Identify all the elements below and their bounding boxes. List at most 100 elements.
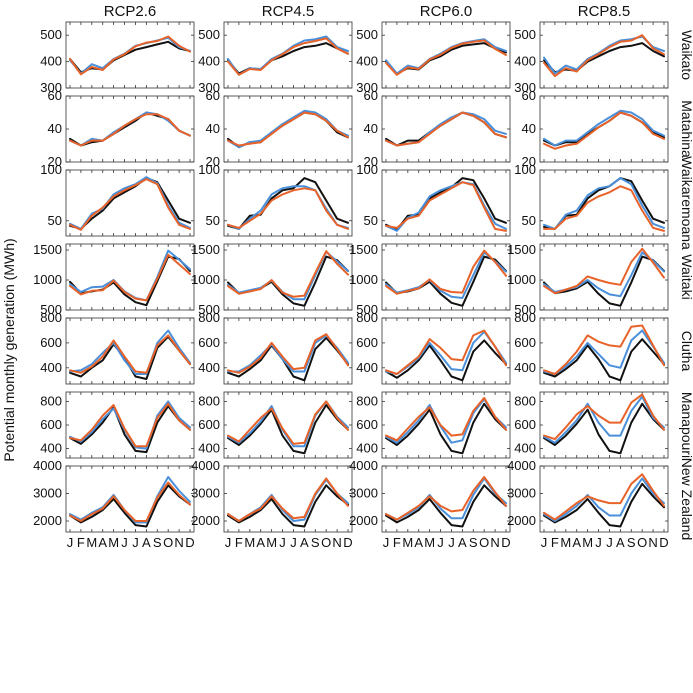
y-tick-label: 800 [356,310,378,325]
y-tick-label: 800 [356,393,378,408]
x-tick-label: A [300,535,309,550]
panel-clutha-rcp26: 400 600 800 [40,310,195,385]
panel-matahina-rcp85: 20 40 60 [522,88,669,169]
x-tick-label: S [153,535,162,550]
series-line-orange [385,329,507,375]
y-tick-label: 400 [356,360,378,375]
axes-frame [65,243,195,311]
y-tick-label: 800 [514,393,536,408]
axes-frame [65,465,195,533]
x-tick-label: M [86,535,97,550]
panel-waikaremoana-rcp60: 50 100 [356,162,511,237]
y-tick-label: 400 [198,360,220,375]
y-tick-label: 1000 [507,272,536,287]
x-tick-label: J [437,535,444,550]
scenario-titles: RCP2.6 RCP4.5 RCP6.0 RCP8.5 [104,3,631,20]
y-tick-label: 2000 [33,513,62,528]
y-tick-label: 40 [522,121,536,136]
axes-frame [223,391,353,459]
x-tick-label: J [606,535,613,550]
y-tick-label: 400 [198,54,220,69]
y-tick-label: 800 [40,310,62,325]
x-tick-label: F [77,535,85,550]
column-title-rcp45: RCP4.5 [262,3,315,20]
y-tick-label: 4000 [33,458,62,473]
panel-waitaki-rcp26: 500 1000 1500 [33,242,195,317]
series-line-orange [227,187,349,230]
panel-waikato-rcp26: 300 400 500 [40,21,195,95]
panel-waikaremoana-rcp26: 50 100 [40,162,195,237]
x-tick-label: A [616,535,625,550]
y-tick-label: 400 [514,441,536,456]
y-tick-label: 3000 [349,486,378,501]
panel-matahina-rcp60: 20 40 60 [364,88,511,169]
region-label-waikato: Waikato [679,30,693,80]
panel-clutha-rcp45: 400 600 800 [198,310,353,385]
panel-waitaki-rcp60: 500 1000 1500 [349,242,511,317]
x-tick-label: J [121,535,128,550]
y-tick-label: 20 [48,154,62,169]
series-line-black [543,255,665,307]
column-title-rcp60: RCP6.0 [420,3,473,20]
series-line-black [227,484,349,528]
series-line-black [69,405,191,454]
y-tick-label: 1500 [349,242,378,257]
series-line-orange [385,39,507,76]
series-line-blue [543,177,665,230]
axes-frame [65,169,195,237]
series-line-black [69,335,191,380]
x-tick-label: A [414,535,423,550]
y-tick-label: 100 [514,162,536,177]
y-tick-label: 500 [198,27,220,42]
series-line-black [227,404,349,455]
axes-frame [223,465,353,533]
series-line-black [543,338,665,382]
axes-frame [539,243,669,311]
x-tick-label: D [659,535,668,550]
x-tick-label: D [501,535,510,550]
series-line-black [385,484,507,528]
axes-frame [381,169,511,237]
axes-frame [539,21,669,89]
axes-frame [539,169,669,237]
x-tick-label: M [424,535,435,550]
x-tick-label: N [174,535,183,550]
y-tick-label: 2000 [507,513,536,528]
y-tick-label: 400 [514,54,536,69]
series-line-orange [385,111,507,147]
region-label-waikaremoana: Waikaremoana [679,156,693,250]
y-tick-label: 50 [48,213,62,228]
y-tick-label: 400 [198,441,220,456]
panel-waikato-rcp45: 300 400 500 [198,21,353,95]
y-tick-label: 300 [198,80,220,95]
panel-manapouri-rcp60: 400 600 800 [356,391,511,459]
y-tick-label: 500 [40,302,62,317]
panel-manapouri-rcp45: 400 600 800 [198,391,353,459]
x-tick-label: M [266,535,277,550]
series-line-orange [69,178,191,231]
x-tick-label: J [290,535,297,550]
x-tick-label: D [185,535,194,550]
series-line-blue [543,251,665,298]
panel-waikato-rcp85: 300 400 500 [514,21,669,95]
x-tick-label: F [551,535,559,550]
y-tick-label: 600 [514,417,536,432]
y-tick-label: 800 [198,393,220,408]
y-tick-label: 4000 [507,458,536,473]
panel-clutha-rcp60: 400 600 800 [356,310,511,385]
y-tick-label: 40 [206,121,220,136]
y-tick-label: 600 [198,417,220,432]
series-line-orange [543,111,665,150]
series-line-orange [69,35,191,76]
y-tick-label: 500 [198,302,220,317]
series-line-blue [543,35,665,75]
y-tick-label: 800 [40,393,62,408]
series-line-orange [69,334,191,374]
series-line-black [69,255,191,307]
series-line-orange [385,181,507,232]
series-line-orange [69,113,191,147]
series-line-orange [543,324,665,375]
series-line-black [543,111,665,147]
